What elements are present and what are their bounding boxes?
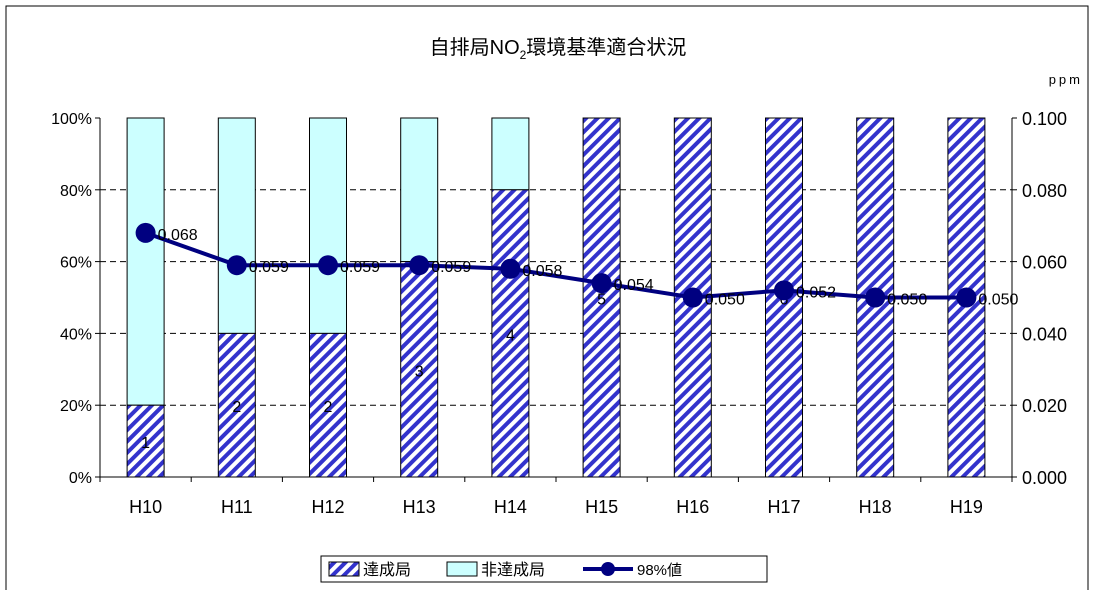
right-tick-label: 0.040 [1022,324,1067,344]
line-value-label: 0.059 [340,259,380,276]
line-marker [135,222,156,243]
line-marker [956,287,977,308]
bar-non-achieved [217,117,256,334]
left-tick-label: 100% [51,111,92,128]
right-tick-label: 0.100 [1022,109,1067,129]
line-value-label: 0.052 [796,284,836,301]
line-value-label: 0.054 [614,277,654,294]
left-tick-label: 20% [60,398,92,415]
legend-box [320,555,768,583]
x-tick-label: H15 [585,497,618,517]
right-tick-label: 0.060 [1022,253,1067,273]
x-tick-label: H10 [129,497,162,517]
line-marker [500,258,521,279]
bar-label: 4 [506,327,515,344]
bar-achieved [582,117,621,478]
bar-label: 5 [597,292,606,309]
left-tick-label: 60% [60,255,92,272]
line-value-label: 0.059 [431,259,471,276]
x-tick-label: H13 [403,497,436,517]
bar-achieved [400,261,439,478]
line-value-label: 0.050 [887,292,927,309]
bar-non-achieved [400,117,439,263]
title-main: 自排局NO [430,36,520,59]
line-marker [682,287,703,308]
line-marker [774,280,794,301]
bar-non-achieved [126,117,165,406]
bar-label: 2 [324,399,333,416]
line-marker [226,255,247,276]
x-tick-label: H12 [311,497,344,517]
left-tick-label: 40% [60,326,92,343]
x-tick-label: H17 [767,497,800,517]
line-marker [409,255,430,276]
plot-area: 1H102H112H123H134H145H154H166H176H186H19… [51,109,1067,517]
legend-label-98pct: 98%値 [637,562,682,579]
line-value-label: 0.068 [158,227,198,244]
bar-achieved [126,404,165,478]
title-subscript: 2 [520,48,527,62]
legend-label-non-achieved: 非達成局 [481,561,545,579]
legend-swatch-marker [601,562,615,576]
line-marker [865,287,886,308]
line-marker [318,255,338,276]
right-tick-label: 0.080 [1022,181,1067,201]
x-tick-label: H14 [494,497,527,517]
line-value-label: 0.059 [249,259,289,276]
bar-achieved [217,332,256,478]
bar-achieved [491,189,530,478]
x-tick-label: H11 [221,497,253,517]
bar-label: 2 [232,399,241,416]
chart-title: 自排局NO2環境基準適合状況 [430,36,687,62]
left-tick-label: 0% [69,470,92,487]
x-tick-label: H16 [676,497,709,517]
bar-label: 1 [141,435,150,452]
line-value-label: 0.050 [978,292,1018,309]
line-value-label: 0.050 [705,292,745,309]
x-tick-label: H19 [950,497,983,517]
line-value-label: 0.058 [522,263,562,280]
title-rest: 環境基準適合状況 [526,36,686,59]
right-tick-label: 0.020 [1022,396,1067,416]
x-tick-label: H18 [859,497,892,517]
right-axis-unit: ppm [1049,72,1083,87]
line-marker [591,273,612,294]
right-tick-label: 0.000 [1022,468,1067,488]
left-tick-label: 80% [60,183,92,200]
bar-non-achieved [309,117,347,334]
chart-border [5,5,1089,595]
bar-label: 3 [415,363,424,380]
legend-label-achieved: 達成局 [363,561,411,579]
bar-non-achieved [491,117,530,191]
legend-swatch-non-achieved [446,561,478,577]
legend-swatch-achieved [328,561,360,577]
bar-achieved [309,332,347,478]
legend: 達成局 非達成局 98%値 [320,555,768,583]
line-98pct [144,230,967,300]
